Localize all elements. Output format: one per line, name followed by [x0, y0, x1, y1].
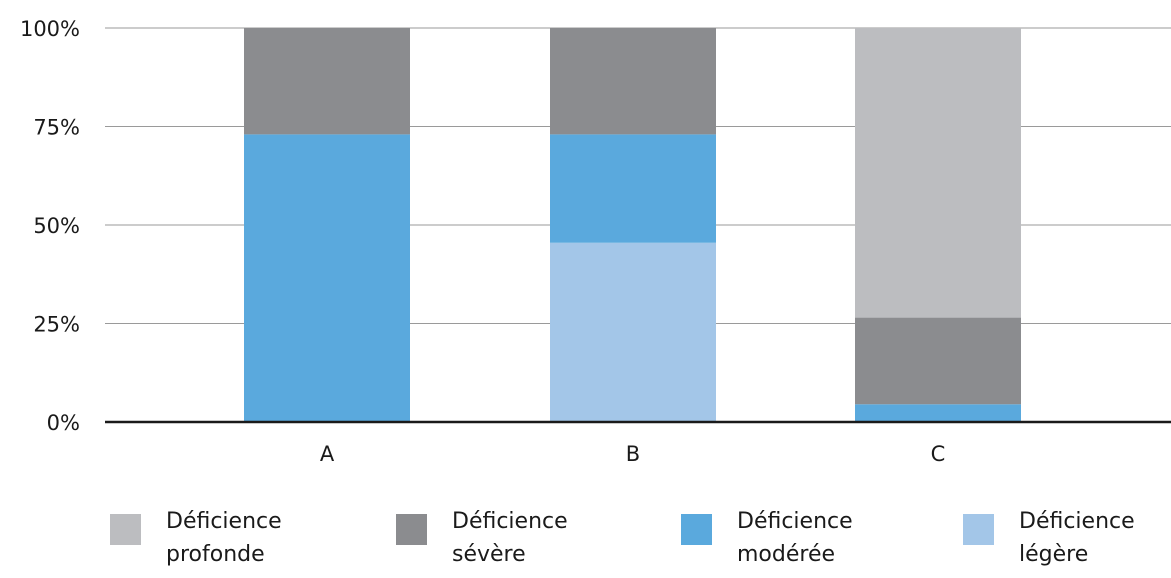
legend-label-line: sévère — [452, 542, 526, 567]
bar-segment-B-2 — [550, 28, 716, 135]
bar-segment-A-2 — [244, 28, 410, 135]
legend: Déficience profonde Déficience sévère Défici… — [0, 505, 1171, 578]
legend-label-line: Déficience — [1019, 509, 1135, 534]
legend-label-line: profonde — [166, 542, 265, 567]
legend-label: Déficience légère — [1019, 505, 1135, 571]
legend-swatch — [396, 514, 427, 545]
legend-label-line: légère — [1019, 542, 1089, 567]
bar-segment-C-3 — [855, 28, 1021, 318]
x-tick-label: C — [931, 442, 946, 466]
legend-label: Déficience profonde — [166, 505, 282, 571]
x-axis-ticks: A B C — [320, 442, 946, 466]
stacked-bar-chart: 0% 25% 50% 75% 100% A B C — [20, 17, 1171, 466]
legend-label: Déficience modérée — [737, 505, 853, 571]
y-tick-label: 100% — [20, 17, 80, 41]
legend-item: Déficience sévère — [396, 505, 568, 571]
bar-segment-B-0 — [550, 242, 716, 422]
bars — [244, 28, 1021, 422]
bar-segment-C-2 — [855, 317, 1021, 405]
legend-label-line: modérée — [737, 542, 836, 567]
y-tick-label: 25% — [33, 313, 80, 337]
x-tick-label: A — [320, 442, 335, 466]
legend-item: Déficience profonde — [110, 505, 282, 571]
y-tick-label: 75% — [33, 116, 80, 140]
legend-swatch — [681, 514, 712, 545]
y-axis-ticks: 0% 25% 50% 75% 100% — [20, 17, 80, 435]
y-tick-label: 0% — [47, 411, 80, 435]
legend-swatch — [110, 514, 141, 545]
bar-segment-B-1 — [550, 134, 716, 243]
bar-segment-A-1 — [244, 134, 410, 422]
legend-item: Déficience légère — [963, 505, 1135, 571]
legend-label-line: Déficience — [166, 509, 282, 534]
legend-swatch — [963, 514, 994, 545]
legend-label: Déficience sévère — [452, 505, 568, 571]
y-tick-label: 50% — [33, 214, 80, 238]
legend-label-line: Déficience — [737, 509, 853, 534]
x-tick-label: B — [626, 442, 640, 466]
legend-label-line: Déficience — [452, 509, 568, 534]
legend-item: Déficience modérée — [681, 505, 853, 571]
bar-segment-C-1 — [855, 404, 1021, 422]
